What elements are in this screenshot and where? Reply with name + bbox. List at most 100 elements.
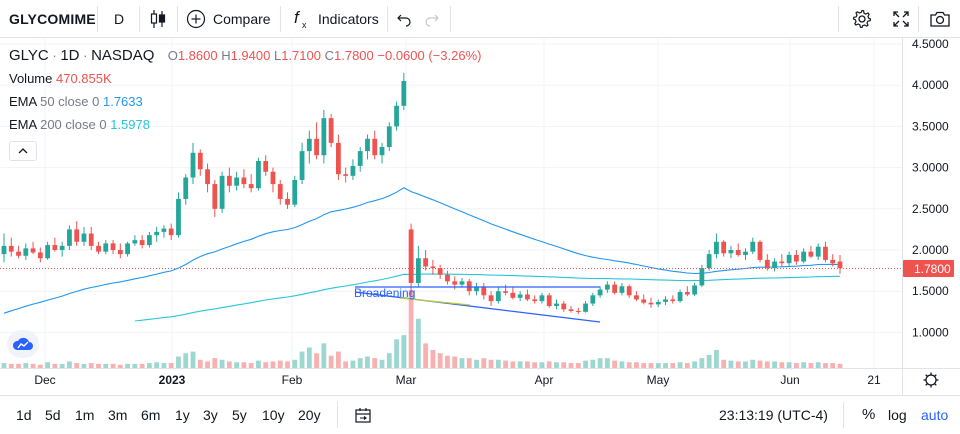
volume-bar: [423, 343, 429, 368]
candle-body: [81, 233, 87, 242]
candle-body: [510, 292, 516, 298]
screenshot-button[interactable]: [929, 0, 951, 38]
volume-bar: [401, 335, 407, 368]
settings-button[interactable]: [852, 0, 872, 38]
symbol-name: GLYCOMIME: [9, 11, 96, 27]
volume-bar: [437, 353, 443, 368]
volume-bar: [248, 363, 254, 368]
time-scale[interactable]: Dec 2023 Feb Mar Apr May Jun 21: [34, 373, 881, 387]
volume-bar: [823, 363, 828, 368]
volume-bar: [226, 361, 232, 368]
svg-text:x: x: [302, 20, 307, 30]
volume-bar: [1, 363, 7, 368]
candle-body: [59, 245, 65, 250]
top-toolbar: GLYCOMIME D Compare f x Indicators: [0, 0, 960, 38]
volume-bar: [241, 362, 247, 368]
pattern-lower-line[interactable]: [354, 291, 601, 323]
pattern-mid-line[interactable]: [399, 297, 471, 306]
legend-ema50-row[interactable]: EMA 50 close 0 1.7633: [9, 90, 481, 113]
volume-bar: [764, 361, 770, 368]
candle-body: [176, 198, 181, 236]
volume-bar: [466, 358, 472, 368]
range-button-1d[interactable]: 1d: [16, 407, 32, 423]
range-button-5d[interactable]: 5d: [45, 407, 61, 423]
fullscreen-button[interactable]: [892, 0, 910, 38]
time-scale-settings-button[interactable]: [923, 372, 939, 388]
candle-body: [110, 243, 116, 250]
change-value: −0.0600 (−3.26%): [377, 48, 482, 63]
range-button-3m[interactable]: 3m: [108, 407, 128, 423]
candle-body: [117, 250, 123, 255]
candle-body: [757, 241, 763, 260]
compare-button[interactable]: Compare: [186, 0, 271, 38]
volume-bar: [430, 349, 436, 368]
candle-body: [37, 252, 43, 259]
candles-icon: [150, 10, 166, 28]
price-tick-label: 1.5000: [912, 284, 949, 298]
candle-body: [168, 228, 174, 236]
volume-bar: [830, 363, 836, 368]
range-button-5y[interactable]: 5y: [232, 407, 247, 423]
volume-bar: [408, 290, 414, 368]
volume-bar: [299, 351, 305, 368]
undo-icon: [397, 14, 411, 27]
volume-bar: [532, 362, 538, 368]
candle-body: [299, 151, 305, 180]
volume-bar: [677, 362, 683, 368]
volume-bar: [772, 361, 777, 368]
open-label: O: [167, 48, 178, 63]
time-tick-label: 2023: [159, 373, 186, 387]
log-toggle[interactable]: log: [888, 396, 907, 434]
volume-bar: [452, 356, 458, 368]
candle-body: [357, 151, 363, 166]
volume-bar: [706, 354, 712, 368]
chart-legend: GLYC · 1D · NASDAQ O1.8600 H1.9400 L1.71…: [9, 44, 481, 136]
candle-body: [699, 268, 705, 286]
date-range-button[interactable]: [354, 396, 372, 434]
toolbar-divider: [838, 6, 839, 32]
candle-body: [350, 165, 356, 176]
range-button-20y[interactable]: 20y: [298, 407, 321, 423]
candle-body: [125, 243, 130, 255]
volume-bar: [350, 360, 356, 368]
range-button-1m[interactable]: 1m: [75, 407, 95, 423]
candle-body: [706, 254, 712, 269]
timezone-button[interactable]: 23:13:19 (UTC-4): [719, 396, 828, 434]
toolbar-divider: [177, 6, 178, 32]
auto-toggle[interactable]: auto: [921, 396, 948, 434]
time-readout: 23:13:19 (UTC-4): [719, 407, 828, 423]
range-button-6m[interactable]: 6m: [141, 407, 161, 423]
volume-bar: [117, 364, 123, 368]
price-tick-label: 4.5000: [912, 38, 949, 51]
range-button-3y[interactable]: 3y: [203, 407, 218, 423]
legend-ema200-row[interactable]: EMA 200 close 0 1.5978: [9, 113, 481, 136]
gear-icon: [852, 9, 872, 29]
price-chart[interactable]: Broadening 4.5000 4.0000 3.5000 3.0000 2.500…: [0, 38, 960, 395]
volume-bar: [8, 363, 14, 368]
broadening-pattern[interactable]: Broadening: [354, 286, 601, 323]
price-scale[interactable]: 4.5000 4.0000 3.5000 3.0000 2.5000 2.0000 1.50…: [912, 38, 949, 339]
candle-body: [764, 259, 770, 269]
ema200-line: [134, 273, 841, 322]
candle-body: [146, 235, 152, 246]
volume-bar: [386, 353, 392, 368]
percent-toggle[interactable]: %: [862, 396, 875, 434]
candle-body: [197, 152, 203, 170]
candle-body: [568, 309, 574, 311]
chart-type-button[interactable]: [149, 0, 167, 38]
tradingview-logo[interactable]: [7, 330, 39, 358]
range-button-10y[interactable]: 10y: [262, 407, 285, 423]
volume-bar: [328, 355, 334, 368]
candle-body: [517, 294, 523, 298]
symbol-search-button[interactable]: GLYCOMIME: [9, 0, 96, 38]
candle-body: [808, 251, 814, 257]
volume-bar: [96, 363, 101, 368]
legend-collapse-button[interactable]: [9, 141, 37, 161]
interval-button[interactable]: D: [114, 0, 124, 38]
redo-button[interactable]: [424, 0, 440, 38]
range-button-1y[interactable]: 1y: [175, 407, 190, 423]
legend-symbol[interactable]: GLYC: [9, 47, 49, 64]
legend-volume-row[interactable]: Volume 470.855K: [9, 67, 481, 90]
indicators-button[interactable]: f x Indicators: [293, 0, 379, 38]
undo-button[interactable]: [396, 0, 412, 38]
